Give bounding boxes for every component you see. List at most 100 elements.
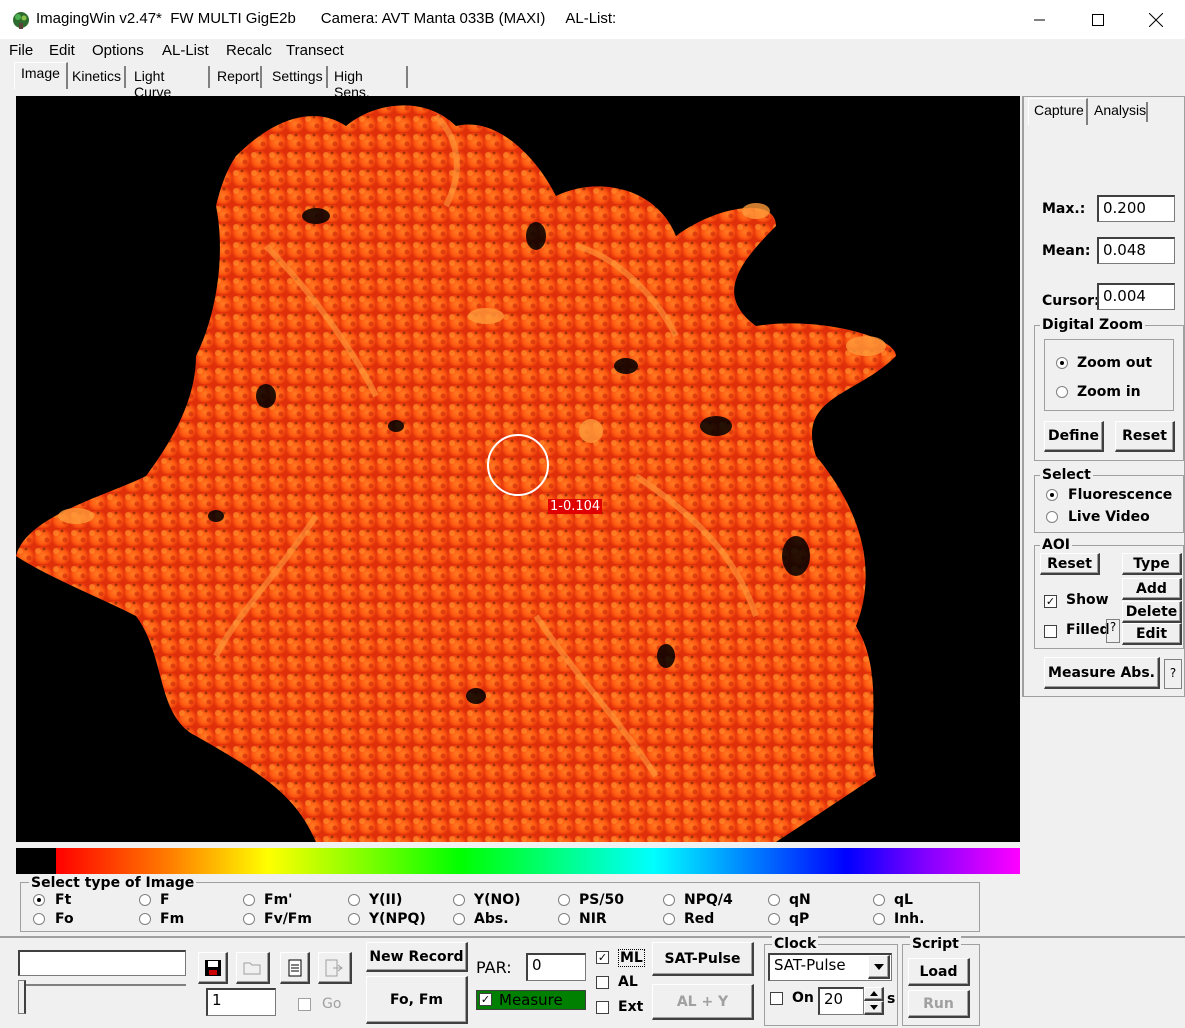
close-button[interactable] bbox=[1127, 0, 1185, 39]
type-fm-prime-radio[interactable] bbox=[243, 894, 255, 906]
zoom-out-radio[interactable] bbox=[1056, 357, 1068, 369]
type-yno-radio[interactable] bbox=[453, 894, 465, 906]
fo-fm-button[interactable]: Fo, Fm bbox=[366, 976, 468, 1024]
zoom-in-radio[interactable] bbox=[1056, 386, 1068, 398]
color-scale-black bbox=[16, 848, 56, 874]
aoi-circle[interactable] bbox=[487, 434, 549, 496]
ml-checkbox[interactable]: ✓ bbox=[596, 951, 609, 964]
type-ql-radio[interactable] bbox=[873, 894, 885, 906]
type-ynpq-radio[interactable] bbox=[348, 913, 360, 925]
menu-file[interactable]: File bbox=[9, 42, 34, 59]
type-ps50-radio[interactable] bbox=[558, 894, 570, 906]
tab-analysis[interactable]: Analysis bbox=[1090, 102, 1148, 122]
define-button[interactable]: Define bbox=[1044, 421, 1104, 452]
record-name-field[interactable] bbox=[18, 950, 186, 976]
sat-pulse-button[interactable]: SAT-Pulse bbox=[652, 942, 754, 976]
par-field[interactable]: 0 bbox=[526, 953, 586, 981]
type-fm-radio[interactable] bbox=[139, 913, 151, 925]
type-ft-radio[interactable] bbox=[33, 894, 45, 906]
tab-capture[interactable]: Capture bbox=[1028, 98, 1088, 125]
tab-report[interactable]: Report bbox=[217, 66, 262, 88]
fluorescence-image[interactable]: 1-0.104 bbox=[16, 96, 1020, 842]
maximize-button[interactable] bbox=[1069, 0, 1127, 39]
script-run-button[interactable]: Run bbox=[908, 990, 970, 1018]
type-abs-radio[interactable] bbox=[453, 913, 465, 925]
al-y-button[interactable]: AL + Y bbox=[652, 984, 754, 1020]
record-slider-handle[interactable] bbox=[18, 980, 26, 1014]
tab-image[interactable]: Image bbox=[14, 62, 68, 89]
type-f-radio[interactable] bbox=[139, 894, 151, 906]
zoom-in-label: Zoom in bbox=[1077, 384, 1141, 400]
menu-al-list[interactable]: AL-List bbox=[162, 42, 209, 59]
close-icon bbox=[1149, 12, 1163, 27]
ext-checkbox[interactable] bbox=[596, 1001, 609, 1014]
record-number-field[interactable]: 1 bbox=[206, 988, 276, 1016]
tab-kinetics[interactable]: Kinetics bbox=[72, 66, 126, 88]
type-ynpq-label: Y(NPQ) bbox=[369, 911, 426, 927]
type-inh-radio[interactable] bbox=[873, 913, 885, 925]
help-icon[interactable]: ? bbox=[1106, 619, 1120, 643]
max-field[interactable]: 0.200 bbox=[1097, 195, 1175, 222]
clock-interval-field[interactable]: 20 bbox=[818, 987, 864, 1015]
aoi-type-button[interactable]: Type bbox=[1122, 553, 1182, 575]
tab-light-curve[interactable]: Light Curve bbox=[134, 66, 210, 100]
aoi-delete-button[interactable]: Delete bbox=[1122, 601, 1182, 623]
save-icon bbox=[204, 959, 221, 976]
filled-label: Filled bbox=[1066, 622, 1110, 638]
capture-panel: Max.: 0.200 Mean: 0.048 Cursor: 0.004 Di… bbox=[1022, 96, 1185, 697]
zoom-reset-button[interactable]: Reset bbox=[1115, 421, 1175, 452]
menu-recalc[interactable]: Recalc bbox=[226, 42, 272, 59]
measure-abs-help-icon[interactable]: ? bbox=[1164, 659, 1182, 689]
clock-on-checkbox[interactable] bbox=[770, 992, 783, 1005]
aoi-edit-button[interactable]: Edit bbox=[1122, 623, 1182, 645]
aoi-reset-button[interactable]: Reset bbox=[1040, 553, 1100, 575]
measure-abs-button[interactable]: Measure Abs. bbox=[1044, 657, 1160, 689]
type-npq4-radio[interactable] bbox=[663, 894, 675, 906]
document-icon bbox=[288, 959, 301, 976]
type-qn-label: qN bbox=[789, 892, 811, 908]
menu-options[interactable]: Options bbox=[92, 42, 144, 59]
export-button[interactable] bbox=[318, 952, 352, 984]
mean-field[interactable]: 0.048 bbox=[1097, 237, 1175, 264]
measure-toggle[interactable]: ✓ Measure bbox=[476, 990, 586, 1010]
fluorescence-radio[interactable] bbox=[1046, 489, 1058, 501]
type-fo-radio[interactable] bbox=[33, 913, 45, 925]
type-nir-radio[interactable] bbox=[558, 913, 570, 925]
zoom-radio-group bbox=[1044, 339, 1174, 411]
type-red-label: Red bbox=[684, 911, 715, 927]
max-label: Max.: bbox=[1042, 201, 1086, 217]
type-f-label: F bbox=[160, 892, 170, 908]
record-slider-track bbox=[18, 984, 186, 986]
aoi-add-button[interactable]: Add bbox=[1122, 578, 1182, 600]
live-video-label: Live Video bbox=[1068, 509, 1150, 525]
script-load-button[interactable]: Load bbox=[908, 958, 970, 986]
menu-edit[interactable]: Edit bbox=[49, 42, 75, 59]
minimize-button[interactable] bbox=[1011, 0, 1069, 39]
al-checkbox[interactable] bbox=[596, 976, 609, 989]
type-fvfm-label: Fv/Fm bbox=[264, 911, 312, 927]
interval-down-button[interactable] bbox=[864, 1001, 884, 1015]
type-qn-radio[interactable] bbox=[768, 894, 780, 906]
tab-high-sens[interactable]: High Sens. bbox=[334, 66, 408, 100]
type-yii-label: Y(II) bbox=[369, 892, 403, 908]
save-button[interactable] bbox=[198, 952, 228, 984]
window-title: ImagingWin v2.47* FW MULTI GigE2b Camera… bbox=[36, 10, 617, 27]
open-button[interactable] bbox=[236, 952, 270, 984]
color-scale-bar bbox=[16, 848, 1020, 874]
type-red-radio[interactable] bbox=[663, 913, 675, 925]
show-label: Show bbox=[1066, 592, 1109, 608]
tab-settings[interactable]: Settings bbox=[272, 66, 328, 88]
type-qp-radio[interactable] bbox=[768, 913, 780, 925]
filled-checkbox[interactable] bbox=[1044, 625, 1057, 638]
measure-checkbox[interactable]: ✓ bbox=[479, 993, 492, 1006]
live-video-radio[interactable] bbox=[1046, 511, 1058, 523]
type-yii-radio[interactable] bbox=[348, 894, 360, 906]
go-checkbox[interactable] bbox=[298, 998, 311, 1011]
interval-up-button[interactable] bbox=[864, 987, 884, 1001]
type-fvfm-radio[interactable] bbox=[243, 913, 255, 925]
report-button[interactable] bbox=[280, 952, 310, 984]
show-checkbox[interactable]: ✓ bbox=[1044, 595, 1057, 608]
menu-transect[interactable]: Transect bbox=[286, 42, 344, 59]
new-record-button[interactable]: New Record bbox=[366, 942, 468, 972]
clock-dropdown-button[interactable] bbox=[868, 955, 890, 979]
